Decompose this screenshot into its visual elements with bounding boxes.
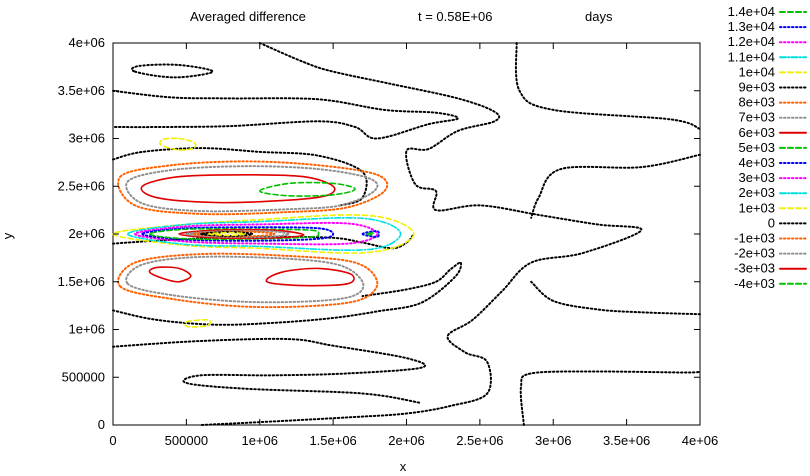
legend-entry-label: 1.2e+04 [728, 34, 775, 49]
x-tick-label: 2.5e+06 [456, 433, 503, 448]
contour-line [133, 221, 379, 246]
contour-line [117, 160, 389, 216]
y-tick-label: 1.5e+06 [58, 274, 105, 289]
contour-line [140, 174, 336, 204]
y-axis-label: y [0, 232, 15, 239]
contour-line [112, 147, 368, 207]
contour-line [265, 267, 355, 287]
legend-entry-label: 7e+03 [738, 110, 775, 125]
legend-entry-label: 1.3e+04 [728, 19, 775, 34]
legend-entry-label: -4e+03 [734, 276, 775, 291]
contour-line [148, 228, 320, 241]
contour-line [112, 261, 463, 326]
x-tick-label: 4e+06 [682, 433, 719, 448]
legend-entry-label: 5e+03 [738, 140, 775, 155]
contour-line [530, 280, 701, 316]
legend: 1.4e+041.3e+041.2e+041.1e+041e+049e+038e… [728, 4, 807, 291]
y-tick-label: 500000 [62, 369, 105, 384]
y-tick-label: 0 [98, 417, 105, 432]
contour-line [200, 42, 643, 426]
chart-title: Averaged difference [190, 9, 306, 24]
y-tick-label: 4e+06 [68, 35, 105, 50]
legend-entry-label: -3e+03 [734, 261, 775, 276]
contour-line [366, 232, 375, 236]
y-tick-label: 2.5e+06 [58, 178, 105, 193]
y-tick-label: 3e+06 [68, 131, 105, 146]
contour-line [183, 318, 212, 328]
contour-line [159, 137, 197, 151]
x-axis-label: x [400, 459, 407, 474]
chart-time-unit: days [585, 9, 613, 24]
contour-line [178, 228, 305, 240]
legend-entry-label: 6e+03 [738, 125, 775, 140]
legend-entry-label: 1e+04 [738, 64, 775, 79]
contour-line [112, 89, 459, 140]
x-tick-label: 0 [109, 433, 116, 448]
contour-layer [112, 42, 701, 426]
x-tick-label: 3.5e+06 [603, 433, 650, 448]
contour-line [117, 252, 379, 309]
contour-line [148, 266, 192, 283]
x-tick-label: 1e+06 [241, 433, 278, 448]
contour-line [112, 337, 427, 404]
contour-line [112, 214, 415, 254]
x-tick-label: 500000 [165, 433, 208, 448]
x-tick-label: 1.5e+06 [309, 433, 356, 448]
contour-line [130, 63, 214, 79]
x-tick-label: 3e+06 [535, 433, 572, 448]
legend-entry-label: 1.4e+04 [728, 4, 775, 19]
contour-line [514, 42, 701, 130]
contour-line [125, 165, 379, 213]
legend-entry-label: 0 [768, 215, 775, 230]
contour-line [141, 226, 335, 242]
contour-line [126, 216, 402, 252]
contour-line [112, 233, 415, 250]
y-tick-label: 2e+06 [68, 226, 105, 241]
legend-entry-label: 8e+03 [738, 95, 775, 110]
legend-entry-label: 2e+03 [738, 185, 775, 200]
contour-line [258, 181, 356, 197]
legend-entry-label: 1.1e+04 [728, 49, 775, 64]
legend-entry-label: 9e+03 [738, 80, 775, 95]
legend-entry-label: 1e+03 [738, 200, 775, 215]
contour-line [125, 255, 365, 304]
contour-line [530, 153, 701, 219]
legend-entry-label: -2e+03 [734, 246, 775, 261]
x-tick-label: 2e+06 [388, 433, 425, 448]
tick-layer: 0 500000 1e+06 1.5e+06 2e+06 2.5e+06 3e+06 3.5e… [58, 35, 719, 448]
legend-entry-label: 4e+03 [738, 155, 775, 170]
y-tick-label: 3.5e+06 [58, 83, 105, 98]
y-tick-label: 1e+06 [68, 322, 105, 337]
chart-time-label: t = 0.58E+06 [418, 9, 492, 24]
legend-entry-label: 3e+03 [738, 170, 775, 185]
contour-line [207, 231, 246, 237]
contour-line [519, 370, 701, 426]
legend-entry-label: -1e+03 [734, 231, 775, 246]
